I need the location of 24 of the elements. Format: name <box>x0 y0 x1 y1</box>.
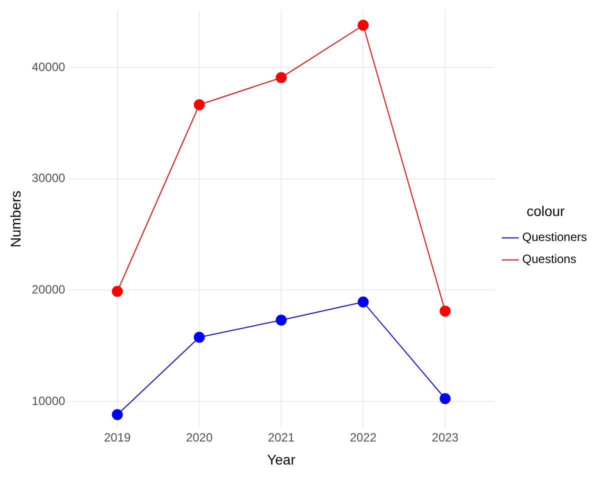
point <box>112 409 123 420</box>
x-tick-label: 2021 <box>268 430 295 444</box>
y-tick-label: 30000 <box>32 171 66 186</box>
point <box>440 306 451 317</box>
x-tick-label: 2022 <box>350 430 377 444</box>
point <box>194 99 205 110</box>
legend-title: colour <box>526 202 566 219</box>
y-tick-label: 20000 <box>32 282 66 297</box>
point <box>440 393 451 404</box>
point <box>276 314 287 326</box>
point <box>358 20 369 31</box>
x-tick-label: 2020 <box>186 430 213 444</box>
point <box>276 72 287 84</box>
point <box>112 286 123 297</box>
legend-label: Questioners <box>522 230 588 244</box>
y-axis-title: Numbers <box>7 190 24 248</box>
x-axis-title: Year <box>267 451 296 468</box>
x-tick-label: 2019 <box>104 430 132 444</box>
legend-label: Questions <box>522 252 576 266</box>
y-tick-label: 40000 <box>32 60 66 74</box>
x-tick-label: 2023 <box>432 430 459 444</box>
y-tick-label: 10000 <box>32 394 66 408</box>
point <box>194 332 205 343</box>
point <box>358 296 369 308</box>
